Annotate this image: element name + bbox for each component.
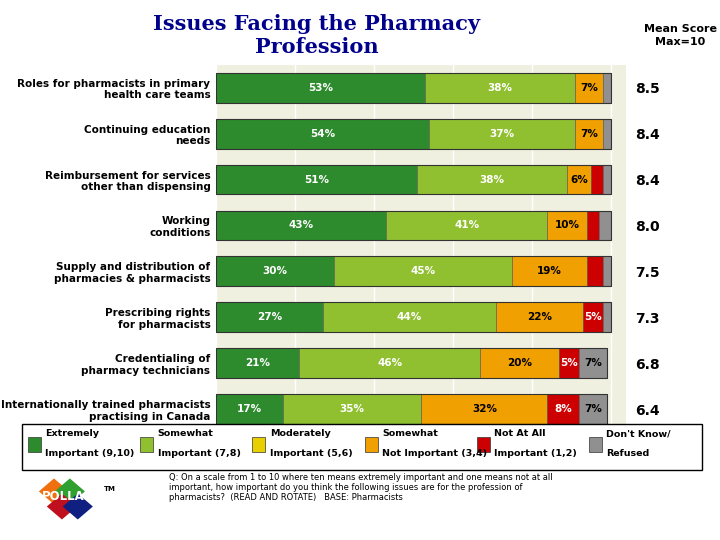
Bar (429, 119, 575, 148)
Bar (299, 348, 480, 378)
Text: 6%: 6% (570, 174, 588, 185)
Text: 53%: 53% (308, 83, 333, 93)
Text: 41%: 41% (454, 220, 479, 231)
Text: 30%: 30% (263, 266, 288, 276)
Text: 38%: 38% (487, 83, 513, 93)
Bar (216, 165, 611, 194)
Text: 5%: 5% (560, 358, 578, 368)
Text: TM: TM (104, 486, 116, 492)
Bar (283, 394, 421, 424)
Bar (579, 348, 607, 378)
Text: 37%: 37% (490, 129, 515, 139)
Text: Refused: Refused (606, 449, 649, 458)
Bar (559, 348, 579, 378)
Text: 38%: 38% (480, 174, 505, 185)
Text: 27%: 27% (257, 312, 282, 322)
Text: Don't Know/: Don't Know/ (606, 429, 671, 438)
Text: 45%: 45% (410, 266, 436, 276)
Text: 7%: 7% (584, 358, 602, 368)
Text: 7%: 7% (584, 404, 602, 414)
Bar (334, 256, 512, 286)
Text: 44%: 44% (397, 312, 422, 322)
Text: 22%: 22% (527, 312, 552, 322)
Bar (587, 211, 599, 240)
Bar (583, 302, 603, 332)
Text: Important (1,2): Important (1,2) (494, 449, 577, 458)
Text: 46%: 46% (377, 358, 402, 368)
Bar (216, 211, 386, 240)
Bar (216, 119, 611, 148)
Text: 8%: 8% (554, 404, 572, 414)
Text: 10%: 10% (554, 220, 580, 231)
Bar (425, 73, 575, 103)
Bar (216, 256, 334, 286)
Bar (216, 119, 429, 148)
Bar (216, 348, 607, 378)
Text: Not Important (3,4): Not Important (3,4) (382, 449, 487, 458)
Text: Not At All: Not At All (494, 429, 546, 438)
Text: 7%: 7% (580, 129, 598, 139)
Text: 43%: 43% (288, 220, 313, 231)
Bar (216, 73, 425, 103)
Bar (216, 165, 418, 194)
Bar (216, 394, 283, 424)
Bar (216, 394, 607, 424)
Text: 21%: 21% (245, 358, 270, 368)
Text: Moderately: Moderately (270, 429, 330, 438)
Bar (547, 394, 579, 424)
Bar (512, 256, 587, 286)
Bar (496, 302, 583, 332)
Text: 19%: 19% (537, 266, 562, 276)
Bar (603, 119, 611, 148)
Text: Important (5,6): Important (5,6) (270, 449, 353, 458)
Text: Somewhat: Somewhat (382, 429, 438, 438)
Bar (386, 211, 547, 240)
Text: 32%: 32% (472, 404, 497, 414)
Bar (216, 73, 611, 103)
Text: Issues Facing the Pharmacy
Profession: Issues Facing the Pharmacy Profession (153, 14, 480, 57)
Bar (603, 256, 611, 286)
Text: 7%: 7% (580, 83, 598, 93)
Bar (216, 302, 611, 332)
Text: Mean Score
Max=10: Mean Score Max=10 (644, 24, 717, 46)
Text: 54%: 54% (310, 129, 335, 139)
Text: Somewhat: Somewhat (158, 429, 213, 438)
Bar (603, 302, 611, 332)
Bar (579, 394, 607, 424)
Bar (587, 256, 603, 286)
Text: 51%: 51% (304, 174, 329, 185)
Bar (480, 348, 559, 378)
Text: 35%: 35% (340, 404, 364, 414)
Bar (418, 165, 567, 194)
Text: 17%: 17% (237, 404, 262, 414)
Bar (575, 73, 603, 103)
Bar (567, 165, 591, 194)
Bar (216, 211, 611, 240)
Text: Q: On a scale from 1 to 10 where ten means extremely important and one means not: Q: On a scale from 1 to 10 where ten mea… (169, 472, 553, 502)
Bar (603, 73, 611, 103)
Text: 20%: 20% (508, 358, 532, 368)
Bar (591, 165, 603, 194)
Bar (599, 211, 611, 240)
Text: POLLARA: POLLARA (42, 490, 102, 503)
Text: Extremely: Extremely (45, 429, 99, 438)
Text: 5%: 5% (584, 312, 602, 322)
Bar (547, 211, 587, 240)
Text: Important (7,8): Important (7,8) (158, 449, 240, 458)
Bar (603, 165, 611, 194)
Text: Important (9,10): Important (9,10) (45, 449, 135, 458)
Bar (216, 302, 323, 332)
Bar (323, 302, 496, 332)
Bar (216, 348, 299, 378)
Bar (421, 394, 547, 424)
Bar (216, 256, 611, 286)
Bar (575, 119, 603, 148)
